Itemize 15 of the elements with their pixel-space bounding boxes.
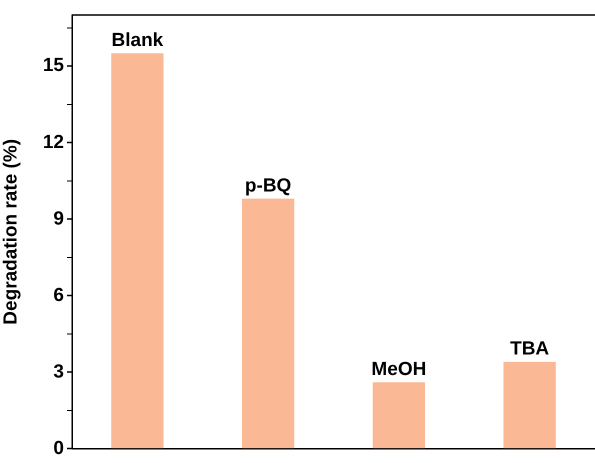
bar [372, 382, 426, 448]
x-tick-label: MeOH [371, 359, 426, 380]
bar [111, 53, 164, 448]
y-tick-label: 9 [53, 208, 64, 230]
y-axis-title: Degradation rate (%) [0, 138, 22, 325]
bar [242, 198, 294, 448]
bar [503, 362, 556, 448]
y-tick-label: 0 [53, 438, 64, 459]
x-tick-label: p-BQ [244, 175, 292, 196]
y-tick-label: 15 [42, 55, 64, 76]
y-tick-label: 12 [42, 132, 64, 153]
x-tick-label: Blank [112, 30, 164, 51]
y-tick-label: 6 [53, 284, 64, 306]
x-tick-label: TBA [510, 338, 550, 360]
y-tick-label: 3 [53, 361, 64, 382]
